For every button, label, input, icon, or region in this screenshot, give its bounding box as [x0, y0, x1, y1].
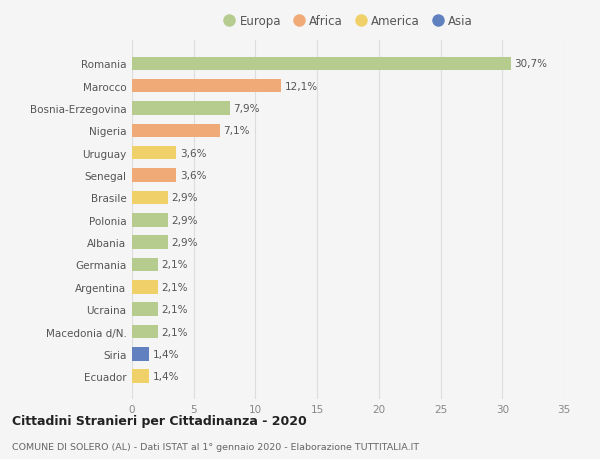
Bar	[132, 80, 281, 93]
Bar	[132, 303, 158, 316]
Bar	[132, 102, 230, 116]
Bar	[132, 258, 158, 272]
Text: 2,9%: 2,9%	[172, 193, 198, 203]
Text: 2,1%: 2,1%	[161, 304, 188, 314]
Bar	[132, 191, 168, 205]
Text: 2,1%: 2,1%	[161, 282, 188, 292]
Bar	[132, 57, 511, 71]
Text: 1,4%: 1,4%	[153, 349, 179, 359]
Bar	[132, 325, 158, 338]
Text: Cittadini Stranieri per Cittadinanza - 2020: Cittadini Stranieri per Cittadinanza - 2…	[12, 414, 307, 428]
Bar	[132, 169, 176, 182]
Bar	[132, 369, 149, 383]
Legend: Europa, Africa, America, Asia: Europa, Africa, America, Asia	[223, 15, 473, 28]
Text: 2,9%: 2,9%	[172, 238, 198, 247]
Bar	[132, 236, 168, 249]
Text: 2,9%: 2,9%	[172, 215, 198, 225]
Text: 1,4%: 1,4%	[153, 371, 179, 381]
Text: 12,1%: 12,1%	[285, 82, 318, 91]
Text: 7,9%: 7,9%	[233, 104, 260, 114]
Text: 3,6%: 3,6%	[180, 171, 206, 181]
Text: 2,1%: 2,1%	[161, 327, 188, 337]
Bar	[132, 213, 168, 227]
Text: 7,1%: 7,1%	[223, 126, 250, 136]
Text: COMUNE DI SOLERO (AL) - Dati ISTAT al 1° gennaio 2020 - Elaborazione TUTTITALIA.: COMUNE DI SOLERO (AL) - Dati ISTAT al 1°…	[12, 442, 419, 451]
Text: 30,7%: 30,7%	[515, 59, 548, 69]
Text: 3,6%: 3,6%	[180, 148, 206, 158]
Text: 2,1%: 2,1%	[161, 260, 188, 270]
Bar	[132, 147, 176, 160]
Bar	[132, 347, 149, 361]
Bar	[132, 124, 220, 138]
Bar	[132, 280, 158, 294]
